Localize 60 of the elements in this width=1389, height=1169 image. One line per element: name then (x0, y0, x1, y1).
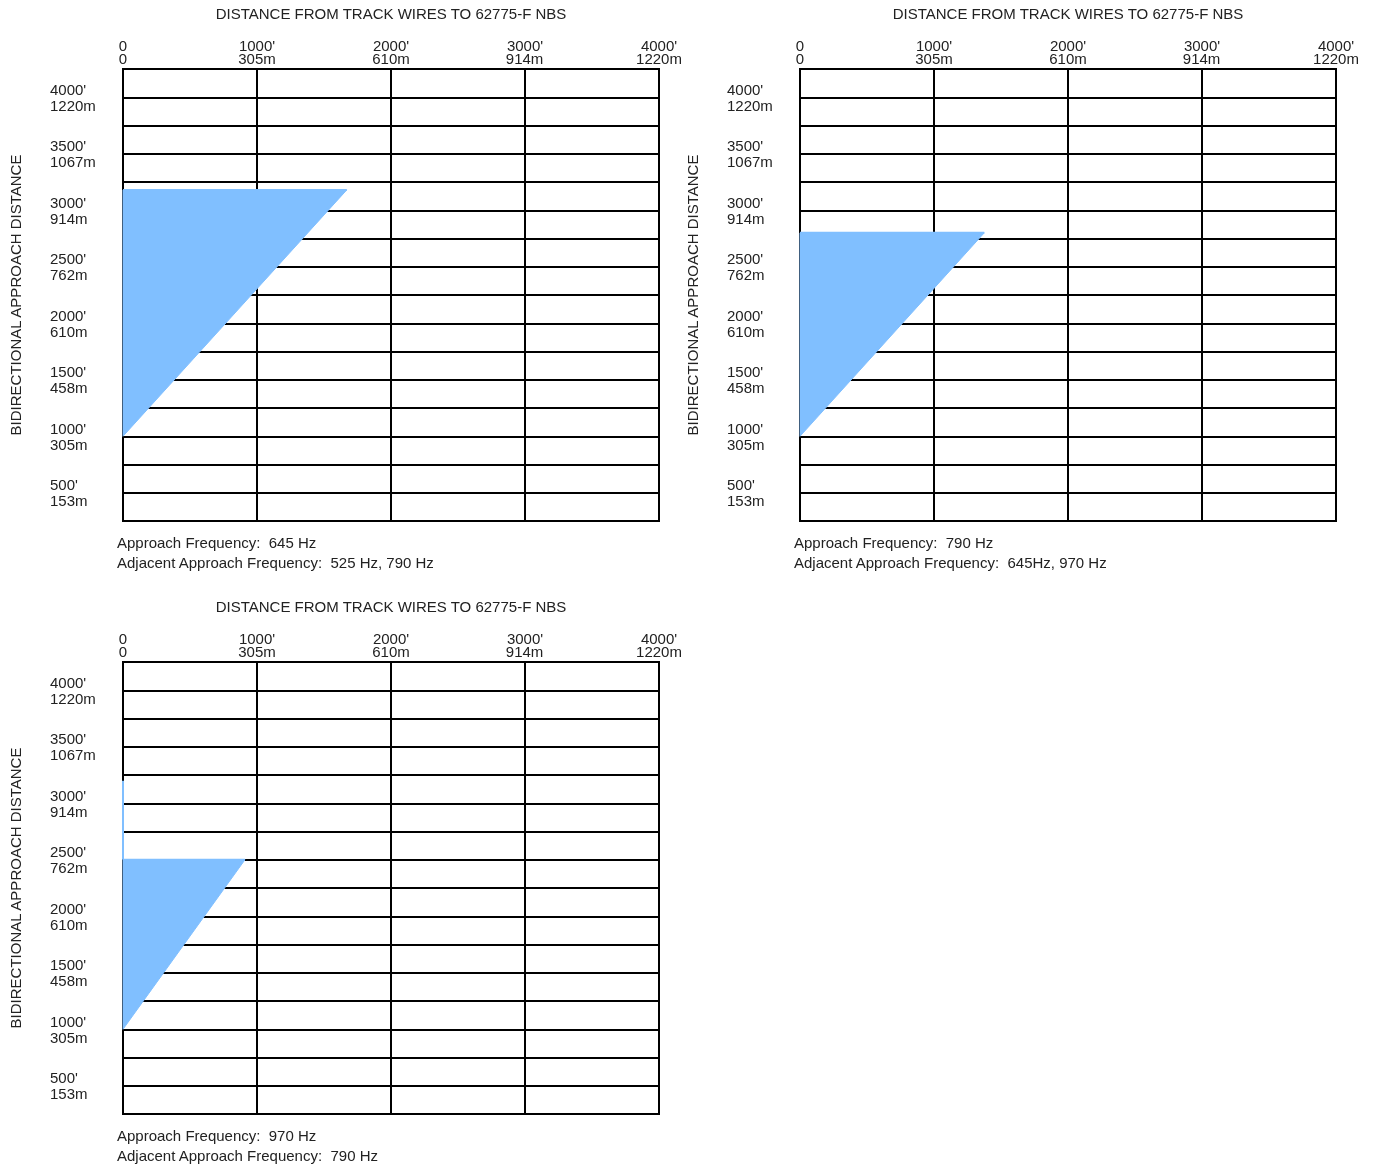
y2-tick-label: 458m (50, 971, 88, 989)
y2-tick-label: 1220m (727, 96, 773, 114)
y2-tick-label: 153m (727, 491, 765, 509)
y-tick-label: 2000' (50, 306, 87, 324)
y2-tick-label: 762m (727, 266, 765, 284)
y-tick-label: 1000' (50, 419, 87, 437)
x-axis-title: DISTANCE FROM TRACK WIRES TO 62775-F NBS (215, 598, 567, 615)
y2-tick-label: 1067m (50, 153, 96, 171)
y2-tick-label: 914m (50, 210, 88, 228)
y-axis-title: BIDIRECTIONAL APPROACH DISTANCE (7, 747, 24, 1029)
y-axis-title: BIDIRECTIONAL APPROACH DISTANCE (684, 154, 701, 436)
y2-tick-label: 1067m (50, 746, 96, 764)
y-tick-label: 3500' (727, 137, 764, 155)
y2-tick-label: 305m (50, 1028, 88, 1046)
y-tick-label: 3000' (727, 193, 764, 211)
y-tick-label: 1500' (50, 363, 87, 381)
y-tick-label: 2500' (50, 250, 87, 268)
y-tick-label: 2000' (727, 306, 764, 324)
y-tick-label: 1500' (50, 956, 87, 974)
x-axis-title: DISTANCE FROM TRACK WIRES TO 62775-F NBS (215, 5, 567, 22)
y2-tick-label: 153m (50, 491, 88, 509)
y-tick-label: 1000' (50, 1012, 87, 1030)
y-tick-label: 3000' (50, 786, 87, 804)
y-tick-label: 3000' (50, 193, 87, 211)
y-tick-label: 500' (50, 1069, 79, 1087)
y2-tick-label: 762m (50, 266, 88, 284)
y2-tick-label: 1220m (50, 689, 96, 707)
y2-tick-label: 610m (727, 322, 765, 340)
y2-tick-label: 305m (727, 435, 765, 453)
text: Adjacent Approach Frequency: 525 Hz, 790 Hz (117, 554, 434, 571)
y2-tick-label: 1067m (727, 153, 773, 171)
text: Adjacent Approach Frequency: 645Hz, 970 Hz (794, 554, 1107, 571)
y-tick-label: 500' (727, 476, 756, 494)
y-tick-label: 1500' (727, 363, 764, 381)
text: Adjacent Approach Frequency: 790 Hz (117, 1147, 378, 1164)
y-tick-label: 1000' (727, 419, 764, 437)
y-tick-label: 3500' (50, 137, 87, 155)
y-tick-label: 2500' (50, 843, 87, 861)
y2-tick-label: 458m (727, 378, 765, 396)
text: Approach Frequency: 645 Hz (117, 534, 317, 551)
y-tick-label: 3500' (50, 730, 87, 748)
y2-tick-label: 1220m (50, 96, 96, 114)
y2-tick-label: 305m (50, 435, 88, 453)
y-tick-label: 4000' (50, 80, 87, 98)
y2-tick-label: 610m (50, 322, 88, 340)
y2-tick-label: 914m (50, 803, 88, 821)
y-tick-label: 500' (50, 476, 79, 494)
y-tick-label: 4000' (727, 80, 764, 98)
y2-tick-label: 458m (50, 378, 88, 396)
text: Approach Frequency: 970 Hz (117, 1127, 317, 1144)
y-tick-label: 4000' (50, 673, 87, 691)
y2-tick-label: 762m (50, 859, 88, 877)
y-tick-label: 2000' (50, 899, 87, 917)
y-axis-title: BIDIRECTIONAL APPROACH DISTANCE (7, 154, 24, 436)
y2-tick-label: 610m (50, 915, 88, 933)
y-tick-label: 2500' (727, 250, 764, 268)
x-axis-title: DISTANCE FROM TRACK WIRES TO 62775-F NBS (892, 5, 1244, 22)
y2-tick-label: 153m (50, 1084, 88, 1102)
text: Approach Frequency: 790 Hz (794, 534, 994, 551)
y2-tick-label: 914m (727, 210, 765, 228)
